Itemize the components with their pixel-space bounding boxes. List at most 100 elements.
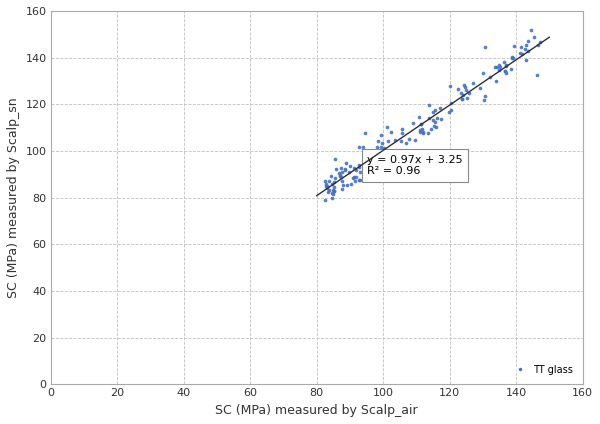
Point [479, 96, 489, 103]
Point [521, 57, 530, 64]
Point [388, 148, 398, 155]
Point [418, 129, 428, 136]
Point [494, 67, 504, 73]
Point [419, 129, 428, 136]
Point [480, 92, 490, 99]
Point [335, 173, 344, 179]
Point [367, 168, 376, 175]
Point [430, 118, 440, 125]
Point [494, 62, 504, 69]
Point [508, 55, 518, 62]
Point [502, 61, 511, 68]
Point [414, 114, 424, 120]
Point [457, 90, 466, 97]
Text: y = 0.97x + 3.25
R² = 0.96: y = 0.97x + 3.25 R² = 0.96 [367, 155, 463, 176]
Point [377, 144, 386, 151]
Point [340, 167, 349, 174]
Point [355, 144, 364, 151]
Point [321, 180, 331, 187]
Point [476, 85, 485, 92]
Point [329, 187, 339, 194]
Point [375, 147, 385, 154]
Point [320, 178, 330, 184]
Point [355, 177, 365, 184]
Point [355, 169, 364, 176]
Point [397, 148, 407, 154]
Point [485, 73, 495, 80]
Point [492, 64, 502, 70]
Point [444, 109, 454, 115]
Point [460, 82, 469, 89]
Point [329, 187, 339, 194]
Point [516, 44, 526, 50]
Point [348, 175, 358, 181]
Point [368, 156, 377, 163]
Point [431, 123, 441, 130]
Y-axis label: SC (MPa) measured by Scalp_sn: SC (MPa) measured by Scalp_sn [7, 98, 20, 298]
Point [321, 183, 331, 190]
Point [436, 116, 446, 123]
Point [358, 144, 368, 151]
Point [379, 157, 389, 164]
Point [415, 126, 424, 133]
Point [480, 44, 490, 50]
Point [350, 177, 359, 184]
Point [416, 120, 426, 127]
Point [334, 170, 344, 177]
Point [379, 145, 389, 152]
Point [327, 181, 337, 187]
Point [336, 173, 346, 180]
Point [322, 184, 332, 191]
Point [461, 86, 471, 93]
Point [401, 140, 411, 147]
Point [320, 196, 329, 203]
Point [536, 38, 545, 45]
Point [446, 100, 456, 106]
Point [507, 55, 517, 61]
Point [509, 42, 518, 49]
Point [365, 153, 374, 160]
Point [327, 190, 337, 196]
Point [520, 45, 529, 52]
Point [495, 63, 505, 70]
Point [365, 167, 375, 174]
Point [372, 144, 382, 151]
Point [342, 181, 352, 188]
X-axis label: SC (MPa) measured by Scalp_air: SC (MPa) measured by Scalp_air [215, 404, 418, 417]
Point [331, 165, 341, 172]
Point [533, 42, 543, 49]
Point [502, 70, 511, 77]
Point [397, 129, 406, 136]
Point [323, 189, 332, 195]
Point [355, 177, 364, 184]
Point [338, 182, 347, 189]
Point [424, 102, 433, 109]
Point [499, 59, 508, 66]
Point [532, 71, 541, 78]
Point [395, 152, 405, 159]
Point [325, 178, 334, 185]
Point [390, 149, 400, 156]
Point [359, 168, 369, 175]
Point [468, 79, 478, 86]
Point [521, 42, 531, 49]
Point [351, 173, 361, 180]
Point [527, 27, 536, 34]
Point [427, 126, 436, 132]
Point [445, 83, 455, 89]
Point [458, 95, 467, 102]
Point [523, 48, 533, 55]
Point [457, 95, 467, 102]
Point [429, 123, 439, 130]
Point [375, 156, 385, 162]
Point [464, 89, 474, 96]
Point [344, 168, 354, 175]
Point [374, 137, 383, 144]
Point [517, 50, 527, 57]
Point [490, 64, 500, 70]
Point [396, 138, 406, 145]
Point [330, 156, 340, 162]
Point [500, 67, 509, 74]
Point [515, 50, 525, 57]
Point [349, 164, 359, 171]
